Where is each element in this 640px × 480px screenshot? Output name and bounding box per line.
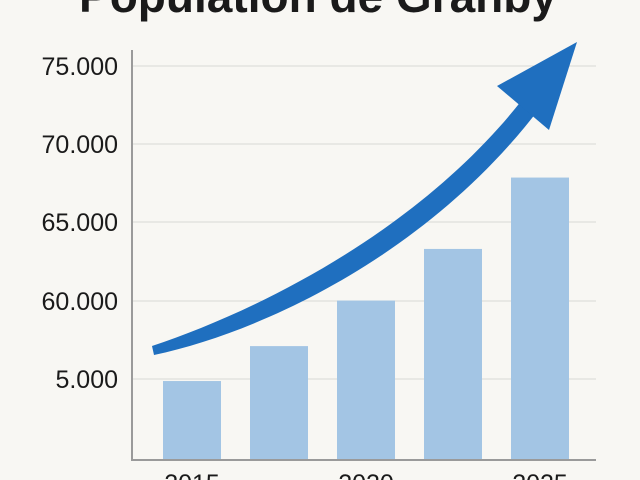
bars bbox=[163, 177, 569, 461]
bar bbox=[511, 177, 569, 461]
y-tick-labels: 75.000 70.000 65.000 60.000 5.000 bbox=[42, 53, 118, 394]
x-tick-label: 2020 bbox=[338, 470, 394, 480]
y-tick-label: 65.000 bbox=[42, 209, 118, 237]
bar bbox=[337, 300, 395, 460]
x-tick-label: 2015 bbox=[164, 470, 220, 480]
bar bbox=[250, 346, 308, 460]
bar bbox=[424, 248, 482, 460]
trend-arrow-head bbox=[497, 42, 577, 130]
bar bbox=[163, 381, 221, 460]
chart-title: Population de Granby bbox=[79, 0, 557, 22]
y-tick-label: 60.000 bbox=[42, 288, 118, 316]
y-tick-label: 5.000 bbox=[55, 366, 118, 394]
axes bbox=[131, 50, 596, 461]
y-tick-label: 70.000 bbox=[42, 131, 118, 159]
y-tick-label: 75.000 bbox=[42, 53, 118, 81]
trend-arrow bbox=[152, 42, 577, 355]
x-tick-label: 2025 bbox=[512, 470, 568, 480]
x-tick-labels: 2015 2020 2025 bbox=[164, 470, 568, 480]
